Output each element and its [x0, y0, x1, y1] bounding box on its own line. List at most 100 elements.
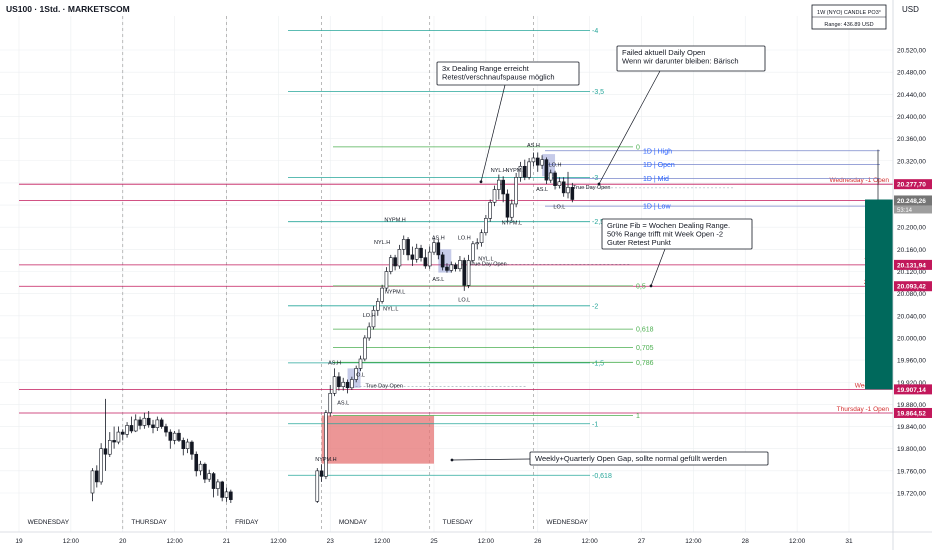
structure-label: AS.H — [432, 235, 445, 241]
price-tick-label: 20.200,00 — [897, 225, 926, 232]
price-tick-label: 19.880,00 — [897, 402, 926, 409]
price-tick-label: 20.040,00 — [897, 313, 926, 320]
candle-body — [522, 165, 527, 178]
candle-body — [436, 242, 441, 256]
candle-body — [488, 201, 492, 219]
candle-body — [367, 326, 371, 339]
structure-label: AS.H — [328, 361, 341, 367]
candle-body — [376, 301, 380, 311]
daily-level-label: 1D | High — [643, 148, 672, 155]
candle-body — [397, 249, 402, 267]
candle-body — [116, 431, 121, 443]
time-tick-label: 27 — [638, 538, 646, 545]
price-tick-label: 20.400,00 — [897, 114, 926, 121]
fib-level-label: 0,5 — [636, 283, 646, 290]
candle-body — [125, 425, 129, 435]
candle-body — [138, 419, 142, 426]
annotation-box — [616, 45, 766, 72]
candle-body — [471, 243, 475, 261]
candle-body — [354, 368, 358, 380]
session-label: FRIDAY — [235, 519, 259, 526]
time-tick-label: 12:00 — [685, 538, 702, 545]
fvg-gap-box — [321, 415, 434, 464]
candle-body — [570, 187, 575, 200]
info-box-title: 1W (NYO) CANDLE PO3° — [817, 10, 881, 16]
annotation-connector — [480, 84, 506, 182]
candle-body — [220, 481, 224, 498]
candle-body — [107, 440, 112, 455]
price-tick-label: 20.520,00 — [897, 48, 926, 55]
structure-label: NYPM.H — [315, 457, 336, 463]
structure-label: AS.L — [536, 187, 548, 193]
time-tick-label: 23 — [327, 538, 335, 545]
candle-body — [95, 470, 99, 483]
candle-body — [216, 481, 220, 489]
session-label: WEDNESDAY — [546, 519, 588, 526]
annotation-text: Wenn wir darunter bleiben: Bärisch — [622, 57, 739, 66]
candle-body — [462, 260, 467, 286]
teal-level-label: -0,618 — [592, 473, 612, 480]
info-box-range: Range: 436.89 USD — [824, 22, 873, 28]
candle-body — [414, 247, 419, 260]
time-tick-label: 12:00 — [478, 538, 495, 545]
price-tick-label: 20.000,00 — [897, 335, 926, 342]
daily-level-label: 1D | Low — [643, 204, 671, 211]
price-tick-label: 19.720,00 — [897, 491, 926, 498]
structure-label: NYPM.L — [502, 220, 522, 226]
time-tick-label: 25 — [430, 538, 438, 545]
price-tick-label: 19.840,00 — [897, 424, 926, 431]
annotation-text: Grüne Fib = Wochen Dealing Range. — [607, 221, 730, 230]
price-tag-label: 20.248,26 — [897, 198, 926, 205]
candle-body — [142, 417, 147, 426]
countdown-label: 53:14 — [897, 208, 913, 214]
candle-body — [203, 463, 207, 480]
annotation-text: 50% Range trifft mit Week Open -2 — [607, 230, 723, 239]
candle-body — [99, 448, 103, 483]
candle-body — [319, 470, 324, 477]
countdown-box — [894, 205, 932, 214]
annotation-connector — [451, 458, 531, 461]
candle-body — [207, 473, 212, 480]
structure-label: LO.H — [363, 313, 376, 319]
annotation-dot — [479, 180, 483, 184]
candle-body — [146, 417, 151, 426]
price-tick-label: 20.120,00 — [897, 269, 926, 276]
candle-body — [159, 419, 164, 427]
time-tick-label: 28 — [742, 538, 750, 545]
time-tick-label: 20 — [119, 538, 127, 545]
price-tag-label: 20.093,42 — [897, 284, 926, 291]
time-tick-label: 21 — [223, 538, 231, 545]
candle-body — [393, 257, 397, 267]
annotation-text: Guter Retest Punkt — [607, 238, 672, 247]
candle-body — [341, 381, 346, 387]
candle-body — [427, 251, 432, 267]
structure-label: LO.H — [549, 162, 562, 168]
annotation-connector — [650, 248, 666, 287]
red-level-label: Wednesday -1 Open — [830, 177, 890, 184]
annotation-text: Retest/verschnaufspause möglich — [442, 73, 555, 82]
structure-label: NYL.H — [491, 168, 507, 174]
structure-label: NYPM.H — [384, 218, 405, 224]
structure-label: AS.L — [337, 400, 349, 406]
annotation-text: Failed aktuell Daily Open — [622, 48, 705, 57]
candle-body — [155, 419, 160, 428]
candle-body — [401, 239, 406, 250]
time-tick-label: 12:00 — [789, 538, 806, 545]
structure-label: NYL.H — [374, 240, 390, 246]
annotation-dot — [450, 458, 454, 462]
candle-body — [544, 159, 549, 181]
candle-body — [548, 172, 553, 181]
candle-body — [423, 257, 428, 267]
annotation-box — [529, 451, 769, 466]
candle-body — [129, 425, 134, 432]
structure-label: NYPM.L — [385, 290, 405, 296]
price-tag-box — [894, 259, 932, 270]
session-label: MONDAY — [339, 519, 368, 526]
candle-body — [479, 232, 484, 244]
teal-level-label: -2 — [592, 303, 598, 310]
teal-level-label: -4 — [592, 28, 598, 35]
time-tick-label: 26 — [534, 538, 542, 545]
candle-body — [380, 287, 384, 302]
